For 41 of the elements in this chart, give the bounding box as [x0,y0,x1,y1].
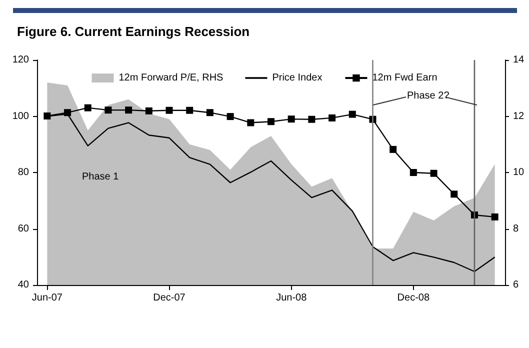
y2-tick-label: 8 [513,223,519,234]
point [166,106,173,114]
point [348,110,356,118]
y-tick-label: 60 [18,223,30,234]
y-tick-label: 40 [18,280,30,290]
legend-label: 12m Fwd Earn [372,72,438,84]
point [104,106,112,114]
point [288,116,295,123]
y2-tick-label: 12 [513,110,525,122]
point [328,114,336,122]
point [390,146,397,153]
point [430,170,438,177]
point [268,118,274,126]
y2-tick-label: 14 [513,54,525,66]
y2-tick-label: 10 [513,167,525,178]
point [125,106,132,114]
point [491,213,498,220]
point [84,104,92,112]
point [64,109,72,116]
annotation: Phase 2? [407,90,450,102]
point [226,113,234,120]
legend-label: Price Index [272,72,322,84]
x-tick-label: Dec-07 [153,292,186,304]
y-tick-label: 120 [12,54,30,66]
y-tick-label: 80 [18,167,30,178]
y2-tick-label: 6 [513,280,519,290]
x-tick-label: Jun-08 [276,292,308,304]
annotation: Phase 1 [82,172,120,182]
legend-label: 12m Forward P/E, RHS [118,72,224,84]
point [44,112,51,120]
point [450,190,458,198]
point [145,107,152,114]
point [247,119,254,126]
y-tick-label: 100 [12,110,30,122]
point [186,106,194,114]
x-tick-label: Jun-07 [32,292,63,304]
point [308,116,316,123]
chart-title: Figure 6. Current Earnings Recession [17,24,250,39]
point [410,169,417,176]
x-tick-label: Dec-08 [397,292,430,304]
point [206,109,214,116]
